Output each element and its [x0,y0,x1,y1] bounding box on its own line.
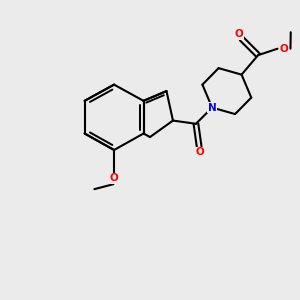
Text: O: O [196,147,204,157]
Text: O: O [234,29,243,39]
Text: N: N [208,103,217,112]
Text: O: O [109,173,118,183]
Text: O: O [280,44,288,54]
